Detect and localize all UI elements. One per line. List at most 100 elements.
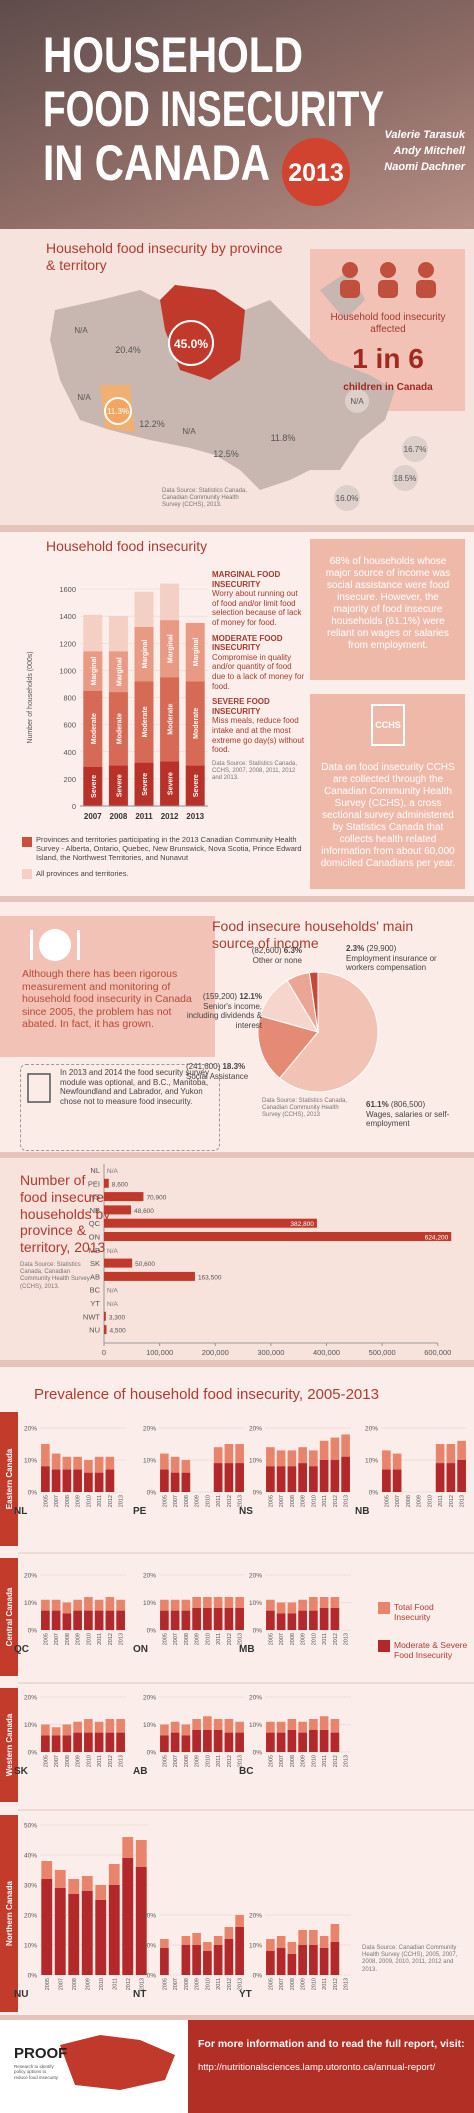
y-tick-label: 20%	[143, 1913, 156, 1920]
bar-moderate-severe	[84, 1610, 93, 1630]
bar-moderate-severe	[181, 1945, 191, 1975]
bar-moderate-severe	[170, 1472, 180, 1492]
segment-label: Moderate	[116, 713, 123, 744]
bar-moderate-severe	[170, 1732, 180, 1752]
bar	[104, 1232, 452, 1241]
x-tick-label: 2011	[97, 1633, 103, 1645]
x-tick-label: 2007	[279, 1978, 285, 1990]
bar-moderate-severe	[330, 1608, 340, 1630]
bar-moderate-severe	[108, 1885, 120, 1975]
x-tick-label: 2010	[99, 1978, 105, 1990]
bar-moderate-severe	[116, 1732, 125, 1752]
x-tick-label: 2005	[162, 1755, 168, 1767]
region-tab	[0, 1815, 18, 2012]
bar-moderate-severe	[94, 1732, 104, 1752]
y-tick-label: 10%	[143, 1600, 156, 1607]
map-label: 16.0%	[336, 494, 359, 503]
x-tick-label: 2013	[344, 1633, 350, 1645]
header-bg	[0, 0, 474, 229]
x-tick-label: 2013	[344, 1978, 350, 1990]
value-label: 382,800	[290, 1221, 314, 1228]
bar-moderate-severe	[319, 1460, 329, 1492]
bar-moderate-severe	[41, 1735, 50, 1752]
footer-band	[188, 2020, 474, 2113]
panel-label: SK	[14, 1766, 29, 1777]
x-tick-label: 2009	[301, 1755, 307, 1767]
bar-moderate-severe	[298, 1463, 307, 1492]
x-tick-label: 2007	[279, 1495, 285, 1507]
x-tick-label: 2005	[384, 1495, 390, 1507]
bar-moderate-severe	[192, 1608, 201, 1630]
x-tick-label: 0	[102, 1348, 106, 1357]
x-tick-label: 2012	[108, 1633, 114, 1645]
x-tick-label: 2009	[195, 1755, 201, 1767]
map-label: N/A	[74, 326, 88, 335]
x-tick-label: 2005	[268, 1633, 274, 1645]
y-tick-label: 0%	[28, 1973, 38, 1980]
value-label: N/A	[107, 1288, 119, 1295]
region-label: Central Canada	[5, 1587, 14, 1646]
bar-moderate-severe	[298, 1945, 307, 1975]
x-tick-label: 2010	[311, 1978, 317, 1990]
bar-segment	[83, 690, 103, 767]
value-label: 8,600	[112, 1181, 129, 1188]
x-tick-label: 2012	[108, 1495, 114, 1507]
bar-moderate-severe	[276, 1466, 286, 1492]
map-bubble	[345, 389, 369, 413]
source: Data Source: Canadian Community Health S…	[362, 1945, 458, 1973]
pie-category: Other or none	[252, 955, 302, 965]
y-tick-label: 0%	[147, 1973, 157, 1980]
x-tick-label: 2009	[195, 1978, 201, 1990]
y-tick-label: 400	[63, 748, 76, 757]
map-label: 11.3%	[107, 407, 129, 416]
x-tick-label: 2005	[43, 1495, 49, 1507]
segment-label: Moderate	[91, 713, 98, 744]
x-tick-label: 2013	[238, 1633, 244, 1645]
panel-label: NU	[14, 1989, 28, 2000]
y-tick-label: 10%	[143, 1458, 156, 1465]
bar-moderate-severe	[224, 1463, 234, 1492]
bar-segment	[134, 626, 154, 682]
bar-moderate-severe	[287, 1954, 297, 1975]
legend-swatch	[378, 1602, 390, 1614]
y-tick-label: 0%	[28, 1490, 38, 1497]
panel-label: MB	[239, 1644, 255, 1655]
y-tick-label: 1400	[59, 612, 76, 621]
y-tick-label: 20%	[143, 1573, 156, 1580]
note-text: In 2013 and 2014 the food security surve…	[60, 1068, 209, 1106]
x-tick-label: 2005	[162, 1633, 168, 1645]
bar	[104, 1192, 144, 1202]
x-tick-label: 2012	[449, 1495, 455, 1507]
legend-swatch	[378, 1640, 390, 1652]
definition-title: MARGINAL FOOD INSECURITY	[212, 570, 281, 589]
bar-moderate-severe	[235, 1608, 244, 1630]
bar-moderate-severe	[203, 1951, 212, 1975]
x-tick-label: 2013	[344, 1755, 350, 1767]
segment-label: Severe	[91, 775, 98, 798]
x-tick-label: 2012	[227, 1633, 233, 1645]
y-tick-label: 10%	[249, 1600, 262, 1607]
bar-moderate-severe	[276, 1732, 286, 1752]
pie-value-label: 6.3%	[283, 946, 302, 955]
panel-label: BC	[239, 1766, 253, 1777]
x-tick-label: 2008	[290, 1633, 296, 1645]
y-tick-label: 0%	[253, 1490, 263, 1497]
bar-moderate-severe	[266, 1466, 275, 1492]
x-tick-label: 2012	[227, 1495, 233, 1507]
bar-segment	[185, 681, 205, 766]
x-tick-label: 2008	[65, 1633, 71, 1645]
x-tick-label: 2013	[139, 1978, 145, 1990]
pie-value-label: 61.1%	[366, 1100, 389, 1109]
cchs-icon	[371, 704, 405, 746]
definition-text: Miss meals, reduce food intake and at th…	[212, 716, 305, 755]
bar-moderate-severe	[446, 1463, 456, 1492]
x-tick-label: 2005	[268, 1978, 274, 1990]
panel-label: NL	[14, 1506, 27, 1517]
bar-moderate-severe	[73, 1469, 82, 1492]
x-tick-label: 2005	[43, 1633, 49, 1645]
pie-category: Senior's income, including dividends & i…	[186, 1001, 262, 1030]
bar-moderate-severe	[330, 1732, 340, 1752]
y-tick-label: 20%	[24, 1913, 37, 1920]
bar-segment	[83, 766, 103, 806]
info-text: 68% of households whose major source of …	[325, 556, 451, 651]
